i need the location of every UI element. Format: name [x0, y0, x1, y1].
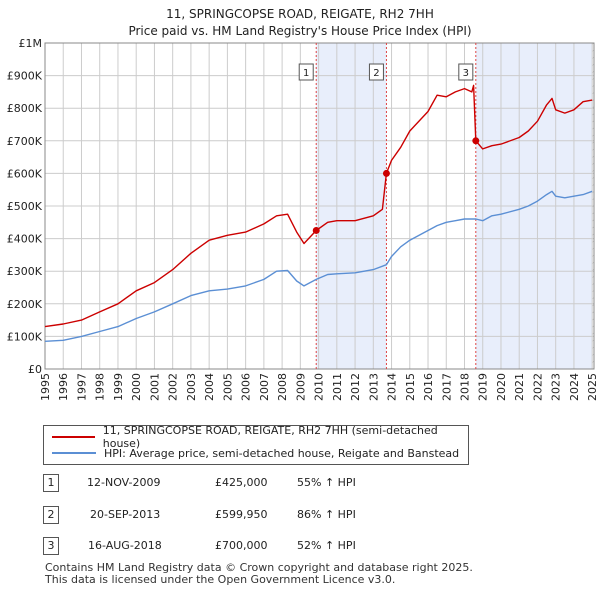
- x-tick-label: 2017: [440, 373, 453, 401]
- footer-copyright: Contains HM Land Registry data © Crown c…: [45, 561, 473, 574]
- sale-label-box: [458, 63, 474, 81]
- x-tick-label: 2008: [276, 373, 289, 401]
- x-tick-label: 2021: [513, 373, 526, 401]
- chart-subtitle: Price paid vs. HM Land Registry's House …: [128, 24, 472, 38]
- sale-number-badge: 1: [43, 474, 59, 492]
- x-tick-label: 2013: [367, 373, 380, 401]
- x-tick-label: 2014: [386, 373, 399, 401]
- x-tick-label: 2020: [495, 373, 508, 401]
- plot-border: [44, 42, 595, 370]
- x-tick-label: 2005: [221, 373, 234, 401]
- legend-item-hpi: HPI: Average price, semi-detached house,…: [52, 445, 459, 461]
- x-tick-label: 1995: [39, 373, 52, 401]
- sale-row: 2 20-SEP-2013 £599,950 86% ↑ HPI: [43, 506, 463, 526]
- sale-label-number: 1: [303, 68, 309, 79]
- x-tick-label: 2016: [422, 373, 435, 401]
- sale-point: [382, 169, 390, 177]
- x-tick-label: 2002: [167, 373, 180, 401]
- legend-line-property-icon: [52, 436, 95, 438]
- x-tick-label: 2011: [331, 373, 344, 401]
- x-tick-label: 2006: [240, 373, 253, 401]
- sale-hpi-change: 52% ↑ HPI: [297, 539, 356, 552]
- sale-date: 12-NOV-2009: [87, 476, 161, 489]
- sale-number-badge: 2: [43, 506, 59, 524]
- legend-label-hpi: HPI: Average price, semi-detached house,…: [104, 446, 460, 460]
- chart-title: 11, SPRINGCOPSE ROAD, REIGATE, RH2 7HH: [166, 7, 434, 21]
- y-tick-label: £800K: [7, 102, 43, 115]
- legend-line-hpi-icon: [52, 452, 96, 454]
- x-tick-label: 2003: [185, 373, 198, 401]
- legend-label-property: 11, SPRINGCOPSE ROAD, REIGATE, RH2 7HH (…: [102, 424, 438, 450]
- sale-price: £425,000: [215, 476, 268, 489]
- y-tick-label: £100K: [7, 330, 43, 343]
- legend-item-property: 11, SPRINGCOPSE ROAD, REIGATE, RH2 7HH (…: [52, 424, 468, 450]
- sale-number-badge: 3: [43, 537, 59, 555]
- y-tick-label: £400K: [7, 233, 43, 246]
- y-tick-label: £0: [28, 363, 42, 376]
- x-tick-label: 2015: [404, 373, 417, 401]
- hpi-line: [44, 190, 593, 342]
- x-tick-label: 2007: [258, 373, 271, 401]
- sale-price: £700,000: [215, 539, 268, 552]
- chart-legend: 11, SPRINGCOPSE ROAD, REIGATE, RH2 7HH (…: [43, 424, 469, 465]
- x-tick-label: 2019: [477, 373, 490, 401]
- y-tick-label: £900K: [7, 70, 43, 83]
- x-tick-label: 2012: [349, 373, 362, 401]
- x-tick-label: 2000: [130, 373, 143, 401]
- y-tick-label: £300K: [7, 265, 43, 278]
- sale-label-number: 2: [373, 68, 379, 79]
- sale-label-box: [298, 63, 314, 81]
- x-tick-label: 1996: [57, 373, 70, 401]
- y-tick-label: £200K: [7, 298, 43, 311]
- sale-row: 3 16-AUG-2018 £700,000 52% ↑ HPI: [43, 537, 463, 557]
- y-tick-label: £500K: [7, 200, 43, 213]
- x-tick-label: 2010: [313, 373, 326, 401]
- x-tick-label: 2001: [148, 373, 161, 401]
- x-tick-label: 2023: [550, 373, 563, 401]
- sale-label-number: 3: [463, 68, 469, 79]
- sale-date: 20-SEP-2013: [90, 508, 161, 521]
- x-tick-label: 2024: [568, 373, 581, 401]
- sale-point: [312, 226, 320, 234]
- price-chart: £0 £100K £200K £300K £400K £500K £600K £700K £80…: [7, 37, 599, 401]
- x-tick-label: 2022: [531, 373, 544, 401]
- sale-hpi-change: 55% ↑ HPI: [297, 476, 356, 489]
- y-tick-label: £1M: [19, 37, 43, 50]
- x-tick-label: 2009: [294, 373, 307, 401]
- y-tick-label: £600K: [7, 167, 43, 180]
- x-tick-label: 2025: [586, 373, 599, 401]
- property-price-line: [44, 84, 593, 328]
- x-tick-label: 2018: [459, 373, 472, 401]
- sale-price: £599,950: [215, 508, 268, 521]
- y-tick-label: £700K: [7, 135, 43, 148]
- sale-point: [472, 137, 480, 145]
- x-tick-label: 1997: [75, 373, 88, 401]
- sale-row: 1 12-NOV-2009 £425,000 55% ↑ HPI: [43, 474, 463, 494]
- x-tick-label: 1998: [94, 373, 107, 401]
- footer-license: This data is licensed under the Open Gov…: [45, 573, 396, 586]
- sale-label-box: [368, 63, 384, 81]
- sale-date: 16-AUG-2018: [88, 539, 162, 552]
- x-tick-label: 1999: [112, 373, 125, 401]
- sale-hpi-change: 86% ↑ HPI: [297, 508, 356, 521]
- x-tick-label: 2004: [203, 373, 216, 401]
